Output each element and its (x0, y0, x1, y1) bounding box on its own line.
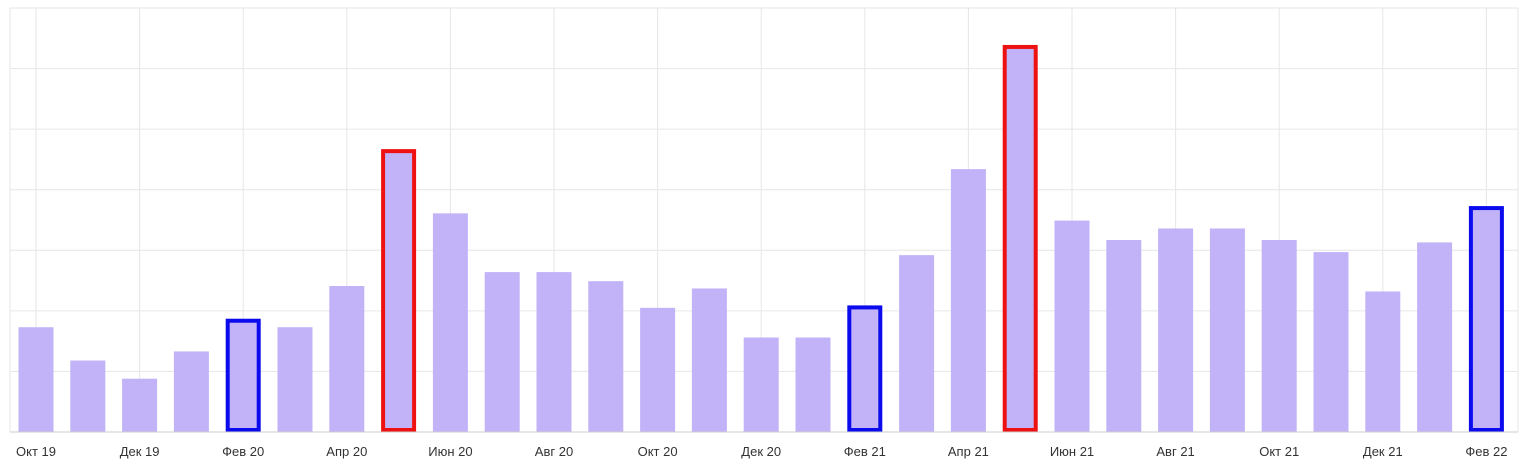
tick-label-дек-19: Дек 19 (120, 444, 160, 459)
bar-май-20-highlight-high (381, 149, 417, 432)
tick-label-фев-22: Фев 22 (1465, 444, 1507, 459)
bar-мар-20 (277, 327, 313, 432)
tick-label-фев-21: Фев 21 (844, 444, 886, 459)
bar-фев-22-highlight-low (1468, 206, 1504, 432)
bar-ноя-20 (691, 288, 727, 432)
bar-дек-20 (743, 337, 779, 432)
bar-апр-20 (329, 286, 365, 432)
bar-авг-20 (536, 272, 572, 432)
bar-сен-20 (588, 281, 624, 432)
bar-фев-21-highlight-low (847, 305, 883, 432)
bar-апр-21 (950, 169, 986, 432)
bar-ноя-21 (1313, 252, 1349, 432)
bar-янв-20 (173, 351, 209, 432)
bar-июн-20 (432, 213, 468, 432)
tick-label-авг-21: Авг 21 (1156, 444, 1194, 459)
tick-label-авг-20: Авг 20 (535, 444, 573, 459)
bar-июл-21 (1106, 239, 1142, 432)
bar-янв-22 (1417, 242, 1453, 432)
tick-label-апр-21: Апр 21 (948, 444, 989, 459)
bar-янв-21 (795, 337, 831, 432)
x-axis-tick-labels: Окт 19 Дек 19 Фев 20 Апр 20 Июн 20 Авг 20 Окт … (16, 444, 1507, 459)
bar-июл-20 (484, 272, 520, 432)
bar-окт-20 (640, 307, 676, 432)
tick-label-окт-20: Окт 20 (638, 444, 678, 459)
bar-мар-21 (899, 255, 935, 432)
bar-сен-21 (1209, 228, 1245, 432)
bar-дек-21 (1365, 291, 1401, 432)
bar-ноя-19 (70, 360, 106, 432)
bar-фев-20-highlight-low (225, 318, 261, 432)
bar-окт-21 (1261, 239, 1297, 432)
tick-label-дек-21: Дек 21 (1363, 444, 1403, 459)
tick-label-фев-20: Фев 20 (222, 444, 264, 459)
tick-label-июн-20: Июн 20 (428, 444, 472, 459)
tick-label-окт-21: Окт 21 (1259, 444, 1299, 459)
bar-май-21-highlight-high (1002, 44, 1038, 432)
tick-label-апр-20: Апр 20 (326, 444, 367, 459)
tick-label-дек-20: Дек 20 (741, 444, 781, 459)
bars (18, 44, 1504, 432)
bar-авг-21 (1158, 228, 1194, 432)
bar-июн-21 (1054, 220, 1090, 432)
tick-label-окт-19: Окт 19 (16, 444, 56, 459)
bar-дек-19 (122, 378, 158, 432)
bar-окт-19 (18, 327, 54, 432)
tick-label-июн-21: Июн 21 (1050, 444, 1094, 459)
